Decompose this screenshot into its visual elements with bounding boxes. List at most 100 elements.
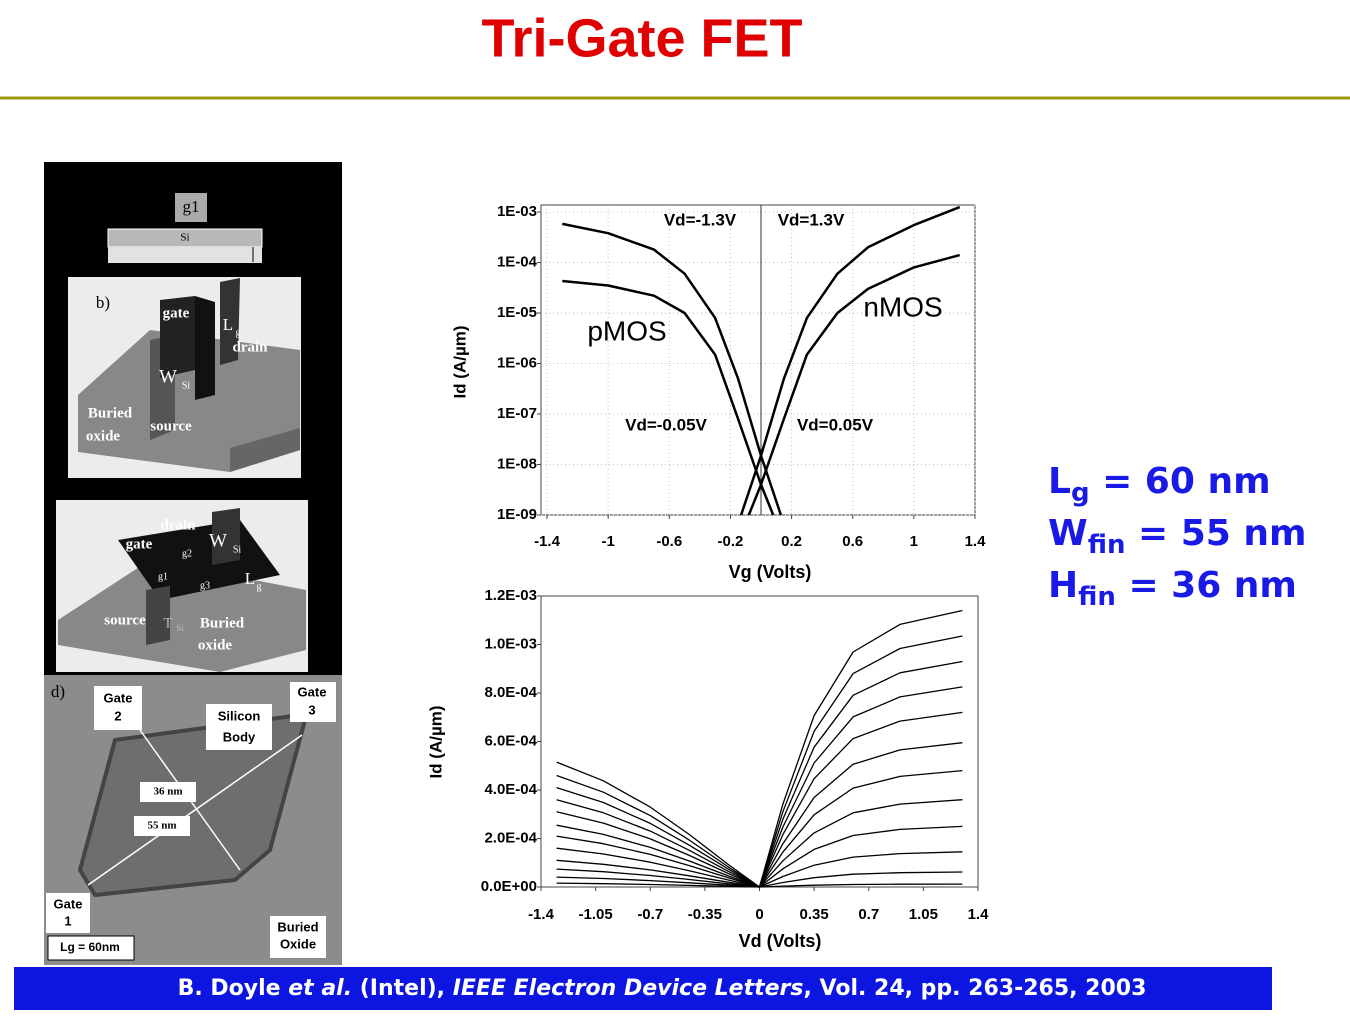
data-line [739,205,961,516]
spec: Hfin = 36 nm [1048,565,1297,612]
y-axis-label: Id (A/µm) [426,705,445,778]
figure-label: gate [126,536,153,552]
spec-symbol: W [1048,513,1088,554]
figure-label: g1 [183,197,200,216]
x-tick-label: 1.4 [968,906,990,923]
buried-oxide-c [58,560,306,672]
data-line [758,660,963,888]
figure-label: Lg = 60nm [60,940,120,954]
figure-label: Si [233,544,242,555]
data-line [758,635,963,888]
spec: Lg = 60 nm [1048,461,1271,508]
label-box [94,686,142,730]
figure-label: gate [163,305,190,321]
figure-label: source [150,418,192,434]
x-tick-label: 1 [910,533,918,550]
figure-label: oxide [198,637,233,653]
figure-label: g [257,581,262,592]
spec-sub: fin [1088,530,1126,560]
y-tick-label: 1E-05 [497,304,537,321]
figure-label: g1 [158,571,168,582]
x-tick-label: 1.4 [965,533,987,550]
drain-c [212,508,240,565]
data-line [759,851,963,888]
figure-label: drain [160,517,196,533]
x-tick-label: 0 [755,906,763,923]
x-axis-label: Vd (Volts) [739,931,822,951]
x-tick-label: -1 [601,533,614,550]
data-line [759,883,963,888]
figure-label: Body [223,729,256,744]
spec-symbol: H [1048,565,1078,606]
data-line [759,825,963,888]
figure-label: g [236,327,241,338]
citation-part: (Intel), [352,976,453,1001]
label-box [46,893,90,933]
spec: Wfin = 55 nm [1048,513,1307,560]
figure-label: drain [232,339,268,355]
dimension-line [87,734,303,886]
figure-label: Si [176,623,184,633]
x-tick-label: -1.4 [528,906,555,923]
y-tick-label: 1E-03 [497,203,537,220]
data-line [562,279,775,516]
data-line [759,871,963,888]
figure-label: 3 [308,702,315,717]
citation: B. Doyle et al. (Intel), IEEE Electron D… [178,976,1147,1001]
x-tick-label: -0.7 [637,906,663,923]
annotation: nMOS [863,291,942,322]
citation-part: IEEE Electron Device Letters [453,976,804,1001]
figure-label: L [223,315,233,334]
figure-label: g2 [182,548,192,559]
citation-part: , Vol. 24, pp. 263-265, 2003 [804,976,1147,1001]
figure-label: 36 nm [153,786,182,798]
figure-label: d) [51,682,65,701]
figure-label: Buried [277,919,318,934]
x-tick-label: 0.6 [842,533,863,550]
figure-label: Gate [104,690,133,705]
figure-label: Buried [88,405,133,421]
citation-part: B. Doyle [178,976,289,1001]
y-tick-label: 1E-04 [497,253,538,270]
x-tick-label: -1.4 [534,533,561,550]
citation-banner [14,967,1272,1010]
y-tick-label: 8.0E-04 [484,684,537,701]
y-tick-label: 2.0E-04 [484,829,537,846]
data-line [556,786,760,888]
data-line [556,876,760,888]
figure-label: g3 [200,580,210,591]
label-box [47,935,135,961]
annotation: pMOS [587,315,666,346]
data-line [556,761,760,888]
specs: Lg = 60 nm Wfin = 55 nm Hfin = 36 nm [1048,461,1307,612]
figure-label: L [245,569,255,588]
spec-sub: fin [1078,582,1116,612]
figure-label: 55 nm [147,820,176,832]
oxide-layer [108,247,262,263]
x-tick-label: -1.05 [579,906,613,923]
figure-label: Si [180,232,189,244]
data-line [758,609,963,888]
x-tick-label: 0.2 [781,533,802,550]
data-line [556,859,760,888]
figure-label: Si [182,380,191,391]
data-line [556,882,760,888]
figure-label: Silicon [218,708,261,723]
figure-label: Gate [298,684,327,699]
spec-sub: g [1071,478,1090,508]
data-line [747,253,961,516]
source-c [146,586,170,645]
figure-label: 1 [64,913,71,928]
annotation: Vd=-0.05V [625,415,707,434]
spec-value: = 36 nm [1116,565,1297,606]
figure-label: T [163,615,172,631]
data-line [758,769,963,888]
figure-label: Gate [54,896,83,911]
figure-label: source [104,612,146,628]
data-line [556,868,760,888]
figure-label: Oxide [280,936,316,951]
data-line [556,811,760,888]
figure-label: oxide [86,428,121,444]
